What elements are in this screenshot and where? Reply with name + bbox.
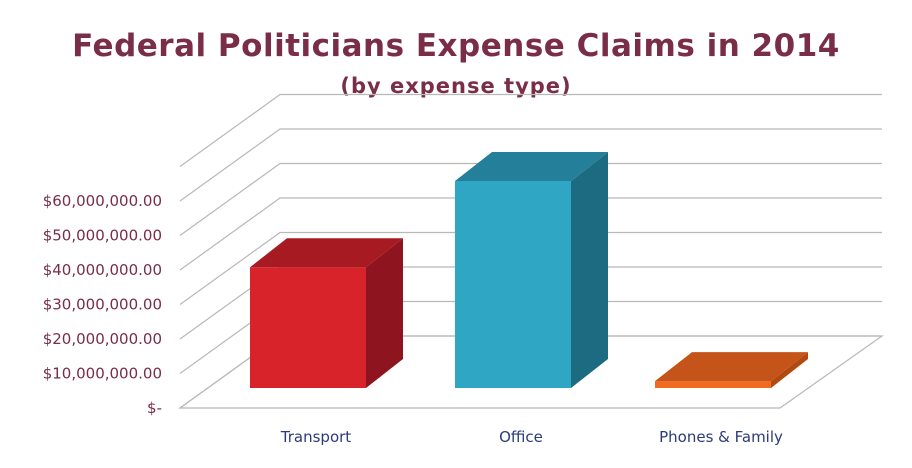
y-tick-label: $50,000,000.00 <box>43 227 162 245</box>
bar-top-face <box>655 352 808 382</box>
bar-side-face <box>771 352 808 388</box>
bar-top-face <box>455 152 608 181</box>
gridline <box>179 93 882 167</box>
x-tick-label: Office <box>499 428 543 446</box>
y-tick-label: $30,000,000.00 <box>43 296 162 314</box>
bar-front-face <box>655 381 771 388</box>
bar-front-face <box>455 181 571 388</box>
gridline <box>179 197 882 271</box>
bar-transport <box>250 238 403 388</box>
y-tick-label: $- <box>147 399 162 417</box>
gridline <box>179 128 882 202</box>
gridline <box>179 231 882 305</box>
bar-office <box>455 152 608 388</box>
x-tick-label: Phones & Family <box>659 428 783 446</box>
bar-side-face <box>366 238 403 388</box>
chart-title: Federal Politicians Expense Claims in 20… <box>72 28 840 64</box>
x-tick-label: Transport <box>280 428 352 446</box>
bar-front-face <box>250 267 366 388</box>
y-axis-ticks: $- $10,000,000.00 $20,000,000.00 $30,000,00… <box>43 192 162 417</box>
y-tick-label: $60,000,000.00 <box>43 192 162 210</box>
y-tick-label: $40,000,000.00 <box>43 261 162 279</box>
gridline <box>179 162 882 236</box>
y-tick-label: $20,000,000.00 <box>43 330 162 348</box>
x-axis-ticks: Transport Office Phones & Family <box>280 428 783 446</box>
bars <box>250 152 808 388</box>
bar-top-face <box>250 238 403 268</box>
y-tick-label: $10,000,000.00 <box>43 365 162 383</box>
bar-phones-family <box>655 352 808 388</box>
bar-side-face <box>571 152 608 388</box>
